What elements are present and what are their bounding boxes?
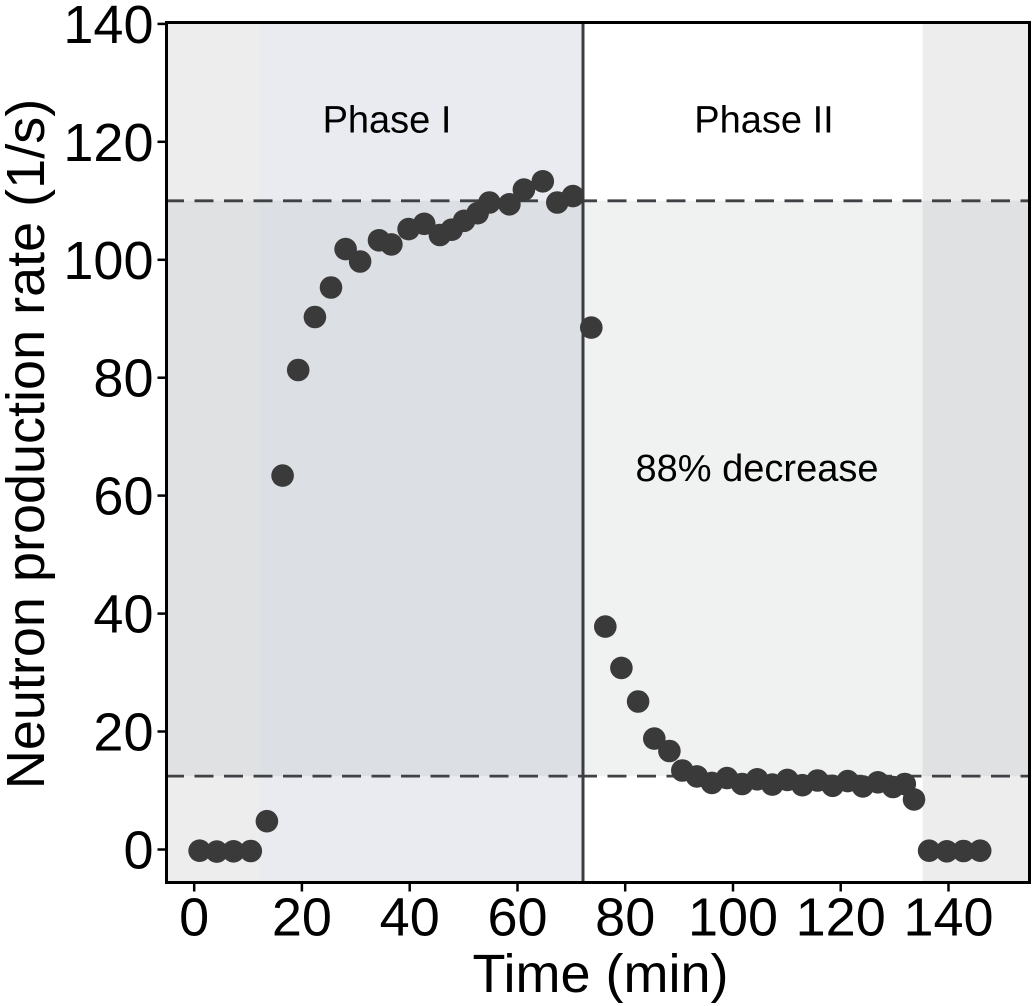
svg-text:Phase I: Phase I [323,100,452,142]
svg-text:80: 80 [595,888,655,948]
svg-text:140: 140 [903,888,993,948]
svg-text:0: 0 [179,888,209,948]
svg-text:60: 60 [487,888,547,948]
svg-text:60: 60 [93,467,153,527]
svg-text:Neutron production rate (1/s): Neutron production rate (1/s) [0,99,56,789]
svg-text:20: 20 [272,888,332,948]
svg-text:120: 120 [63,113,153,173]
svg-text:40: 40 [380,888,440,948]
svg-text:80: 80 [93,349,153,409]
svg-text:40: 40 [93,585,153,645]
svg-text:Time (min): Time (min) [473,944,729,1004]
svg-text:120: 120 [796,888,886,948]
svg-text:0: 0 [123,821,153,881]
svg-text:88% decrease: 88% decrease [636,448,879,490]
svg-text:140: 140 [63,0,153,55]
svg-text:Phase II: Phase II [694,100,833,142]
svg-text:100: 100 [63,231,153,291]
svg-text:100: 100 [688,888,778,948]
svg-text:20: 20 [93,703,153,763]
